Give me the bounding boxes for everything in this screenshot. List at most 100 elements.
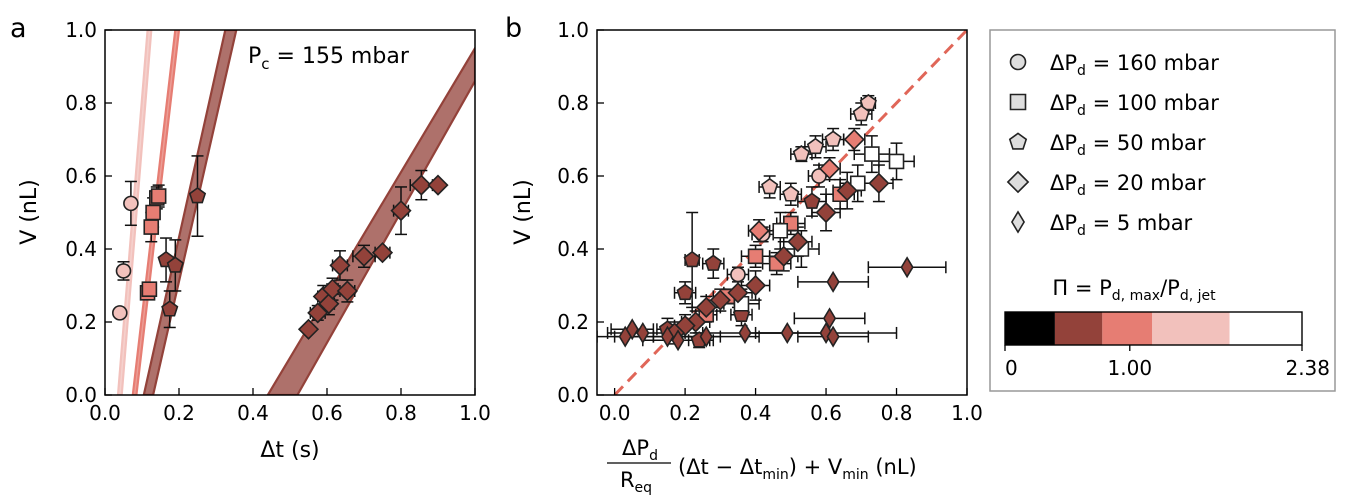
x-tick-label: 0.8 bbox=[385, 401, 417, 425]
circle-legend-marker bbox=[1009, 53, 1027, 71]
square-point bbox=[747, 248, 764, 265]
legend-label: ΔPd = 100 mbar bbox=[1050, 91, 1219, 119]
x-tick-label: 1.0 bbox=[459, 401, 491, 425]
y-tick-label: 0.4 bbox=[557, 237, 589, 261]
diamond-point bbox=[843, 128, 865, 151]
x-tick-label: 0.0 bbox=[89, 401, 121, 425]
diamond-point bbox=[709, 289, 731, 311]
y-tick-label: 0.6 bbox=[557, 164, 589, 188]
x-tick-label: 0.6 bbox=[810, 401, 842, 425]
colorbar: 0 1.00 2.38 bbox=[1004, 311, 1330, 380]
circle-point bbox=[811, 168, 827, 184]
diamond-point bbox=[371, 242, 394, 264]
thin-diamond-point bbox=[671, 329, 685, 352]
panel-b-ylabel: V (nL) bbox=[511, 179, 536, 244]
y-tick-label: 0.0 bbox=[557, 383, 589, 407]
pentagon-point bbox=[676, 283, 694, 301]
circle-point bbox=[730, 266, 746, 283]
diamond-point bbox=[695, 296, 717, 318]
thin-diamond-point bbox=[822, 307, 837, 330]
pentagon-point bbox=[803, 192, 821, 209]
svg-text:Req: Req bbox=[620, 468, 652, 496]
thin-diamond-point bbox=[699, 325, 713, 348]
panel-b-chart: 0.0 0.2 0.4 0.6 0.8 1.0 0.0 0.2 0.4 0.6 0.8 1.0 V (… bbox=[511, 18, 983, 496]
legend-label: ΔPd = 5 mbar bbox=[1050, 211, 1193, 239]
pentagon-point bbox=[683, 250, 701, 268]
diamond-point bbox=[410, 174, 432, 196]
pentagon-point bbox=[188, 187, 207, 204]
thin-diamond-point bbox=[618, 325, 632, 348]
y-tick-label: 1.0 bbox=[557, 18, 589, 42]
y-tick-label: 0.2 bbox=[65, 310, 97, 334]
diamond-point bbox=[336, 280, 358, 302]
diamond-point bbox=[297, 318, 320, 340]
thin-diamond-point bbox=[738, 321, 752, 344]
x-tick-label: 0.0 bbox=[599, 401, 631, 425]
square-point bbox=[145, 204, 161, 221]
fit-band bbox=[266, 46, 475, 395]
colorbar-tick-label: 1.00 bbox=[1108, 356, 1153, 380]
colorbar-bin bbox=[1005, 312, 1055, 345]
y-tick-label: 0.8 bbox=[65, 91, 97, 115]
diamond-point bbox=[318, 293, 340, 315]
square-point bbox=[141, 281, 158, 297]
diamond-point bbox=[818, 158, 841, 180]
y-tick-label: 0.0 bbox=[65, 383, 97, 407]
x-tick-label: 0.4 bbox=[237, 401, 269, 425]
legend-label: ΔPd = 160 mbar bbox=[1050, 51, 1219, 79]
thin-diamond-point bbox=[625, 318, 639, 341]
x-tick-label: 0.8 bbox=[881, 401, 913, 425]
colorbar-bin bbox=[1152, 312, 1230, 345]
pentagon-point bbox=[806, 137, 825, 155]
fit-band bbox=[116, 30, 153, 395]
diamond-point bbox=[773, 245, 795, 267]
colorbar-title: Π = Pd, max/Pd, jet bbox=[1052, 276, 1216, 304]
legend: ΔPd = 160 mbar ΔPd = 100 mbar ΔPd = 50 mba… bbox=[989, 29, 1336, 392]
panel-a-xlabel: Δt (s) bbox=[260, 438, 319, 463]
y-tick-label: 0.8 bbox=[557, 91, 589, 115]
svg-text:(Δt − Δtmin) + Vmin (nL): (Δt − Δtmin) + Vmin (nL) bbox=[678, 455, 917, 483]
square-point bbox=[150, 188, 167, 204]
diamond-point bbox=[836, 180, 858, 202]
pentagon-point bbox=[782, 185, 800, 202]
pentagon-point bbox=[824, 130, 842, 147]
circle-point bbox=[115, 263, 132, 279]
colorbar-tick-label: 0 bbox=[1005, 356, 1018, 380]
square-point bbox=[888, 153, 905, 170]
colorbar-bin bbox=[1102, 312, 1153, 345]
x-tick-label: 0.2 bbox=[669, 401, 701, 425]
thin-diamond-point bbox=[900, 256, 914, 279]
square-point bbox=[772, 222, 789, 239]
diamond-point bbox=[744, 274, 767, 297]
panel-b-xlabel: ΔPd Req (Δt − Δtmin) + Vmin (nL) bbox=[607, 436, 917, 496]
diamond-point bbox=[787, 231, 809, 253]
panel-a-frame bbox=[104, 29, 476, 396]
thin-diamond-point bbox=[660, 325, 675, 348]
panel-b-letter: b bbox=[505, 13, 522, 44]
diamond-point bbox=[815, 201, 837, 224]
thin-diamond-point bbox=[819, 321, 833, 344]
pentagon-point bbox=[852, 104, 870, 122]
circle-point bbox=[123, 195, 139, 212]
pentagon-point bbox=[166, 256, 184, 273]
pentagon-point bbox=[792, 145, 810, 162]
diamond-point bbox=[390, 200, 412, 222]
panel-a-annotation: Pc = 155 mbar bbox=[248, 44, 410, 73]
colorbar-frame bbox=[1004, 311, 1303, 346]
y-tick-label: 0.6 bbox=[65, 164, 97, 188]
diamond-point bbox=[353, 245, 375, 267]
diamond-point bbox=[727, 282, 749, 304]
square-point bbox=[864, 146, 880, 162]
diamond-point bbox=[307, 302, 329, 324]
y-tick-label: 0.4 bbox=[65, 237, 97, 261]
x-tick-label: 0.4 bbox=[740, 401, 772, 425]
panel-a-ylabel: V (nL) bbox=[17, 179, 42, 244]
square-legend-marker bbox=[1009, 93, 1027, 111]
diamond-point bbox=[427, 174, 449, 196]
thin-diamond-point bbox=[780, 321, 794, 344]
colorbar-bin bbox=[1229, 312, 1302, 345]
pentagon-point bbox=[761, 177, 779, 195]
x-tick-label: 1.0 bbox=[951, 401, 983, 425]
diamond-point bbox=[748, 220, 770, 242]
diamond-point bbox=[329, 254, 351, 277]
